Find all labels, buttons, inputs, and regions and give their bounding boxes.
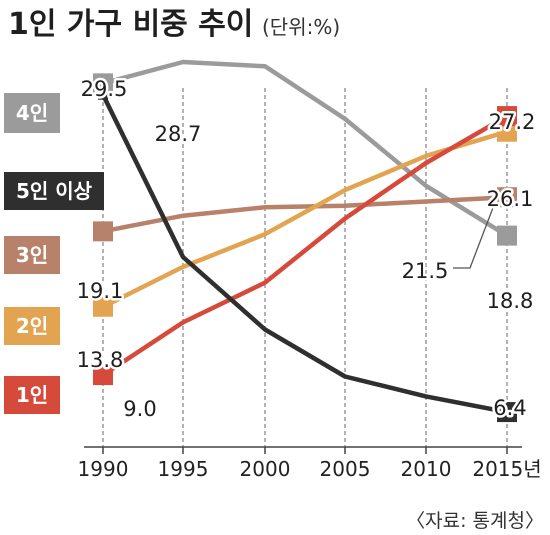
- marker-4인-5: [497, 225, 517, 246]
- marker-3인-0: [93, 221, 113, 242]
- marker-3인-5: [497, 187, 517, 208]
- marker-5인-이상-0: [98, 89, 108, 100]
- data-label-1인-0: 9.0: [123, 397, 156, 421]
- data-label-5인-이상-5: 6.4: [493, 396, 526, 420]
- data-label-halo-2인-5: 26.1: [487, 187, 534, 211]
- marker-2인-5: [497, 121, 517, 142]
- series-line-4인: [100, 59, 510, 238]
- data-label-3인-5: 21.5: [402, 259, 449, 283]
- x-tick-label-3: 2005: [320, 457, 371, 481]
- legend-label-5인-이상: 5인 이상: [16, 179, 93, 203]
- label-leaders: [453, 196, 498, 269]
- data-label-1인-5: 27.2: [489, 110, 536, 134]
- data-label-2인-5: 26.1: [487, 187, 534, 211]
- marker-2인-0: [93, 296, 113, 317]
- marker-1인-0: [93, 365, 113, 386]
- x-axis: 1990 1995 2000 2005 2010 2015년: [78, 446, 542, 481]
- leader-3인-end: [453, 196, 498, 269]
- chart-title: 1인 가구 비중 추이: [8, 7, 253, 42]
- data-label-4인-5: 18.8: [487, 289, 534, 313]
- data-label-halo-3인-0: 19.1: [77, 279, 124, 303]
- legend-box-2인: [4, 307, 60, 345]
- data-label-halo-4인-0: 29.5: [81, 77, 128, 101]
- x-tick-label-0: 1990: [78, 457, 129, 481]
- legend-label-1인: 1인: [16, 383, 48, 407]
- legend: 4인 5인 이상 3인 2인 1인: [4, 93, 104, 414]
- legend-box-1인: [4, 376, 60, 414]
- data-label-halo-4인-5: 18.8: [487, 289, 534, 313]
- data-label-2인-0: 13.8: [77, 348, 124, 372]
- legend-box-4인: [4, 93, 60, 133]
- x-tick-label-2: 2000: [240, 457, 291, 481]
- data-label-halo-5인-이상-5: 6.4: [493, 396, 526, 420]
- x-tick-label-5: 2015년: [472, 457, 541, 481]
- data-label-5인-이상-0: 28.7: [155, 122, 202, 146]
- marker-4인-0: [93, 73, 113, 94]
- chart-source: 〈자료: 통계청〉: [406, 510, 544, 532]
- series-lines: [100, 59, 510, 415]
- marker-1인-5: [497, 106, 517, 127]
- data-label-halo-3인-5: 21.5: [402, 259, 449, 283]
- data-label-halo-2인-0: 13.8: [77, 348, 124, 372]
- data-label-halo-1인-5: 27.2: [489, 110, 536, 134]
- grid-lines: [102, 88, 508, 447]
- series-line-5인-이상: [100, 92, 510, 415]
- x-tick-label-1: 1995: [158, 457, 209, 481]
- data-label-halo-1인-0: 9.0: [123, 397, 156, 421]
- legend-label-4인: 4인: [16, 101, 48, 125]
- data-label-4인-0: 29.5: [81, 77, 128, 101]
- legend-box-3인: [4, 236, 60, 274]
- chart-unit: (단위:%): [262, 15, 340, 39]
- legend-label-3인: 3인: [16, 243, 48, 267]
- marker-5인-이상-5: [497, 402, 517, 423]
- data-labels: 29.529.518.818.828.728.76.46.419.119.121…: [74, 75, 538, 424]
- series-markers: [93, 73, 517, 423]
- series-line-1인: [100, 113, 510, 378]
- series-line-3인: [100, 194, 510, 234]
- data-label-halo-5인-이상-0: 28.7: [155, 122, 202, 146]
- data-label-3인-0: 19.1: [77, 279, 124, 303]
- series-line-2인: [100, 129, 510, 310]
- x-tick-label-4: 2010: [401, 457, 452, 481]
- legend-box-5인-이상: [4, 172, 104, 210]
- legend-label-2인: 2인: [16, 314, 48, 338]
